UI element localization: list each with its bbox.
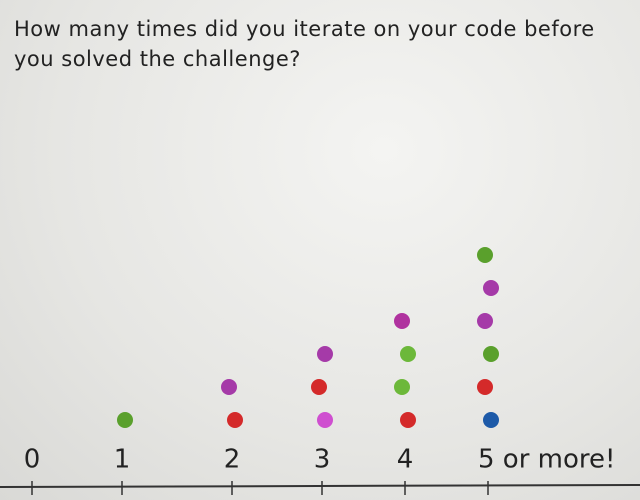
- x-tick-label: 5 or more!: [478, 445, 615, 475]
- x-tick-label: 1: [114, 445, 131, 475]
- dot: [477, 379, 493, 395]
- axis-line: [0, 484, 640, 488]
- x-tick-label: 4: [397, 445, 414, 475]
- dot: [394, 379, 410, 395]
- dot: [227, 412, 243, 428]
- x-tick-label: 0: [24, 445, 41, 475]
- dot: [394, 313, 410, 329]
- dot: [400, 412, 416, 428]
- x-tick-label: 2: [224, 445, 241, 475]
- dot: [477, 313, 493, 329]
- x-tick-label: 3: [314, 445, 331, 475]
- dot: [483, 280, 499, 296]
- dot: [311, 379, 327, 395]
- dot: [400, 346, 416, 362]
- dot: [221, 379, 237, 395]
- dot: [317, 346, 333, 362]
- dot: [477, 247, 493, 263]
- dot: [483, 412, 499, 428]
- dot: [117, 412, 133, 428]
- dot: [483, 346, 499, 362]
- dot: [317, 412, 333, 428]
- chart-title: How many times did you iterate on your c…: [14, 17, 595, 71]
